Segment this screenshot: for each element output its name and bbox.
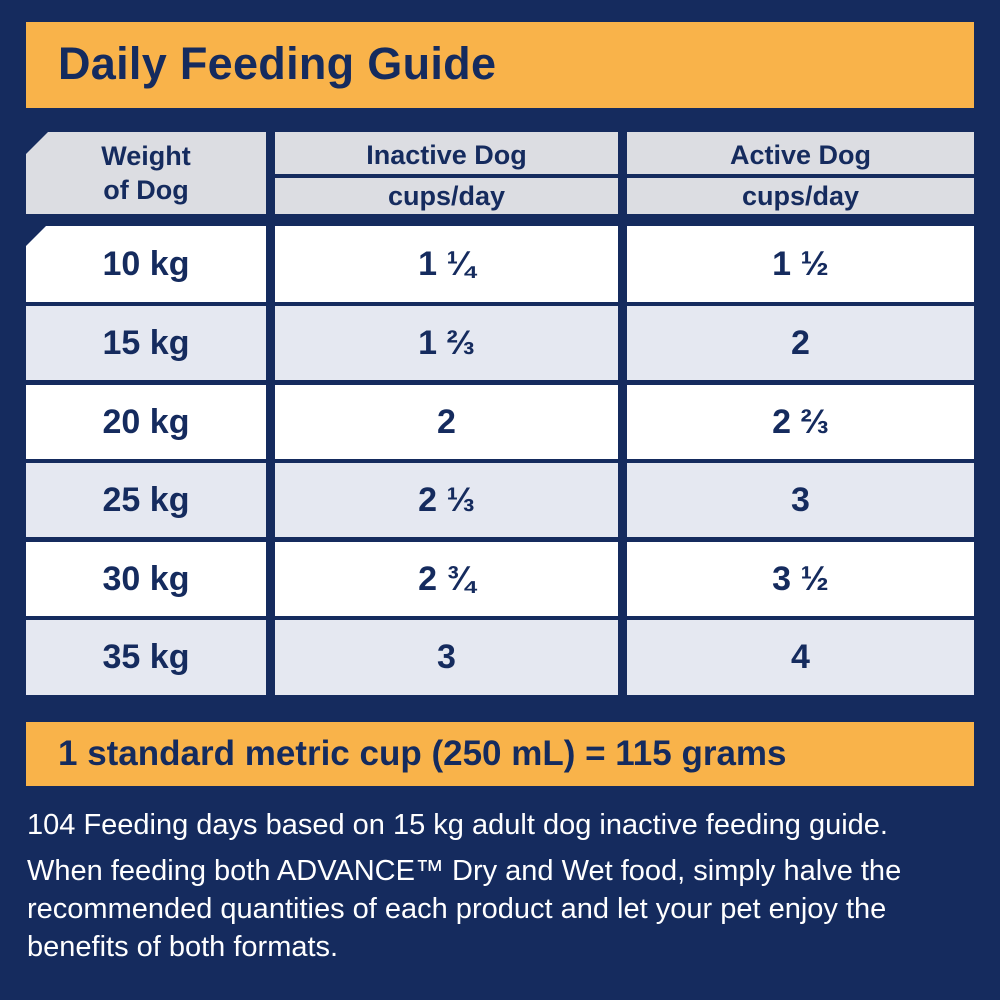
header-inactive-unit-label: cups/day [387, 181, 506, 211]
table-row-weight: 25 kg [26, 463, 266, 537]
header-active-unit: cups/day [627, 178, 974, 214]
feeding-days-note: 104 Feeding days based on 15 kg adult do… [27, 809, 888, 841]
header-weight-line2: of Dog [103, 175, 189, 205]
page-title: Daily Feeding Guide [58, 38, 497, 89]
header-inactive-label: Inactive Dog [366, 140, 527, 170]
table-row-active: 3 ½ [627, 542, 974, 616]
table-row-active: 3 [627, 463, 974, 537]
table-row-inactive: 2 [275, 385, 618, 459]
header-weight-of-dog: Weight of Dog [26, 132, 266, 214]
table-row-weight: 10 kg [26, 226, 266, 302]
table-row-weight: 35 kg [26, 620, 266, 695]
table-row-inactive: 2 ¾ [275, 542, 618, 616]
header-inactive-unit: cups/day [275, 178, 618, 214]
header-active-dog: Active Dog [627, 132, 974, 174]
table-row-active: 2 [627, 306, 974, 380]
table-row-weight: 20 kg [26, 385, 266, 459]
cup-conversion-text: 1 standard metric cup (250 mL) = 115 gra… [58, 734, 787, 773]
cup-conversion-banner: 1 standard metric cup (250 mL) = 115 gra… [26, 722, 974, 786]
dry-wet-note: When feeding both ADVANCE™ Dry and Wet f… [27, 855, 902, 963]
table-row-weight: 15 kg [26, 306, 266, 380]
table-row-inactive: 2 ⅓ [275, 463, 618, 537]
table-row-active: 1 ½ [627, 226, 974, 302]
header-weight-line1: Weight [101, 141, 191, 171]
header-active-label: Active Dog [729, 140, 872, 170]
header-inactive-dog: Inactive Dog [275, 132, 618, 174]
table-row-active: 2 ⅔ [627, 385, 974, 459]
table-row-inactive: 3 [275, 620, 618, 695]
table-row-inactive: 1 ¼ [275, 226, 618, 302]
feeding-notes: 104 Feeding days based on 15 kg adult do… [27, 806, 977, 966]
title-banner: Daily Feeding Guide [26, 22, 974, 108]
table-row-active: 4 [627, 620, 974, 695]
table-row-weight: 30 kg [26, 542, 266, 616]
header-active-unit-label: cups/day [741, 181, 860, 211]
table-row-inactive: 1 ⅔ [275, 306, 618, 380]
